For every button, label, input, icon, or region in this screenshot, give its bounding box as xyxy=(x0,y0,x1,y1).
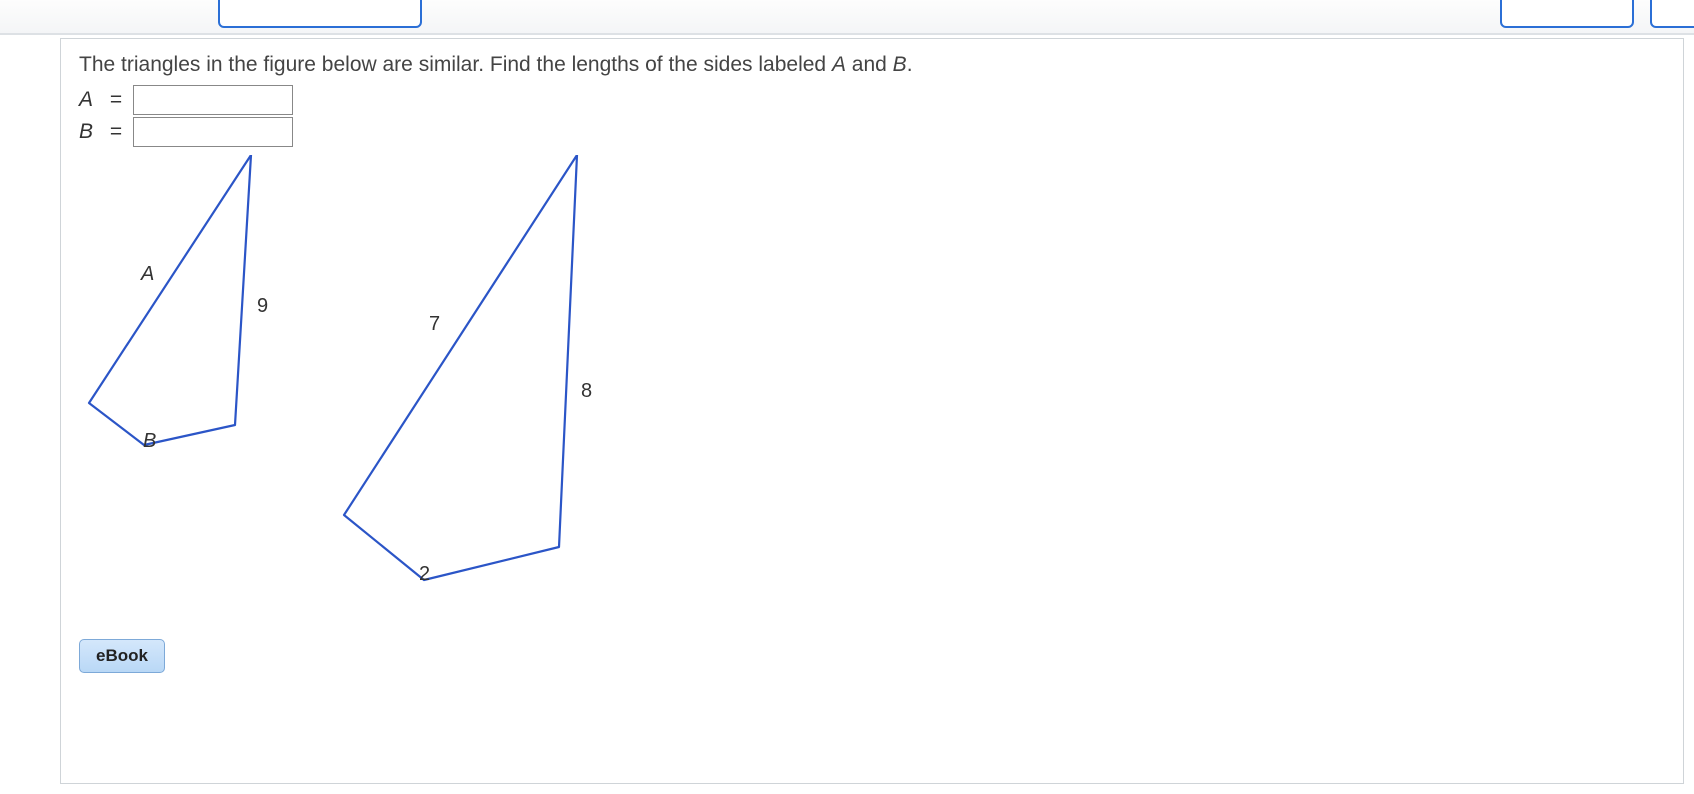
prompt-text-2: and xyxy=(846,53,893,76)
answer-row-B: B = xyxy=(79,117,1665,147)
label-8: 8 xyxy=(581,380,592,403)
top-toolbar-strip xyxy=(0,0,1694,35)
triangle-1 xyxy=(89,155,251,445)
page-root: The triangles in the figure below are si… xyxy=(0,0,1694,794)
answer-A-input[interactable] xyxy=(133,85,293,115)
answer-B-label: B xyxy=(79,120,99,144)
label-9: 9 xyxy=(257,295,268,318)
triangles-figure: A 9 B 7 8 2 xyxy=(79,155,679,635)
prompt-text-3: . xyxy=(907,53,913,76)
question-prompt: The triangles in the figure below are si… xyxy=(79,53,1665,77)
triangle-2 xyxy=(344,155,577,580)
label-7: 7 xyxy=(429,313,440,336)
answer-B-eq: = xyxy=(109,120,123,144)
label-A: A xyxy=(141,263,154,286)
ebook-button[interactable]: eBook xyxy=(79,639,165,673)
question-panel: The triangles in the figure below are si… xyxy=(60,38,1684,784)
label-2: 2 xyxy=(419,563,430,586)
answer-A-eq: = xyxy=(109,88,123,112)
answer-A-label: A xyxy=(79,88,99,112)
toolbar-button-outline-3[interactable] xyxy=(1650,0,1694,28)
answer-row-A: A = xyxy=(79,85,1665,115)
prompt-var-B: B xyxy=(893,53,907,76)
label-B: B xyxy=(143,430,156,453)
prompt-var-A: A xyxy=(832,53,846,76)
prompt-text-1: The triangles in the figure below are si… xyxy=(79,53,832,76)
answer-B-input[interactable] xyxy=(133,117,293,147)
toolbar-button-outline-1[interactable] xyxy=(218,0,422,28)
toolbar-button-outline-2[interactable] xyxy=(1500,0,1634,28)
